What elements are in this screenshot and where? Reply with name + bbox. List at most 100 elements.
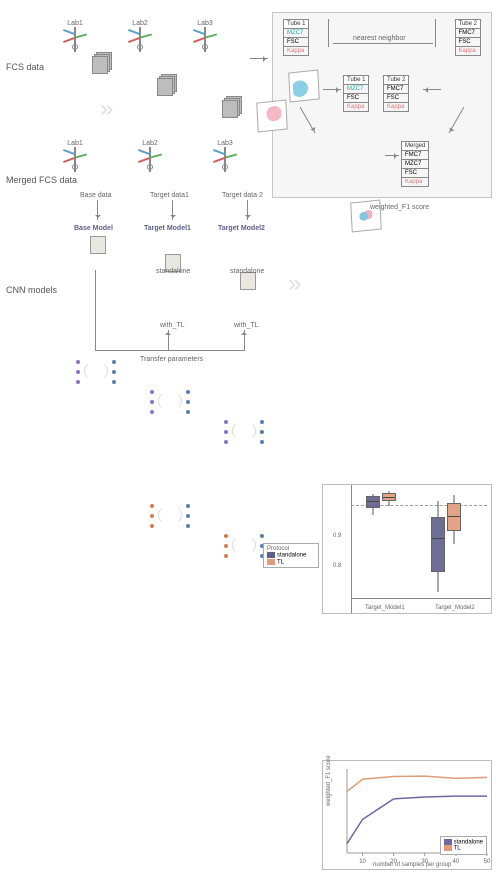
m1r0: MZC7 bbox=[344, 85, 368, 94]
cytometer-icon bbox=[190, 27, 220, 52]
svg-text:40: 40 bbox=[453, 859, 460, 865]
t2-label: Target Model2 bbox=[218, 225, 265, 232]
m2r0: FMC7 bbox=[384, 85, 408, 94]
cytometer-icon bbox=[60, 147, 90, 172]
lab1-label: Lab1 bbox=[60, 20, 90, 27]
mid-tube1-table: Tube 1 MZC7 FSC Kappa bbox=[343, 75, 369, 112]
tube2-r0: FMC7 bbox=[456, 29, 480, 38]
ytick-0.9: 0.9 bbox=[333, 533, 341, 539]
box-layer bbox=[351, 485, 487, 599]
standalone-label-2: standalone bbox=[230, 268, 264, 275]
lab2-label-2: Lab2 bbox=[135, 140, 165, 147]
line-legend: standalone TL bbox=[440, 836, 487, 855]
lab2-label: Lab2 bbox=[125, 20, 155, 27]
mid-tube2-table: Tube 2 FMC7 FSC Kappa bbox=[383, 75, 409, 112]
scatter-cube-pink bbox=[256, 100, 288, 133]
lab3-merged: Lab3 bbox=[210, 140, 240, 172]
bracket-icon bbox=[431, 19, 436, 47]
arrow-up-icon bbox=[168, 330, 169, 350]
arrow-right-icon bbox=[323, 89, 341, 90]
t1-label: Target Model1 bbox=[144, 225, 191, 232]
arrow-down-icon bbox=[172, 200, 173, 220]
boxplot-chart: 0.9 0.8 Target_Model1 Target_Model2 Prot… bbox=[322, 484, 492, 614]
chevron-right-icon: » bbox=[288, 270, 295, 298]
cytometer-icon bbox=[60, 27, 90, 52]
tube1-r1: FSC bbox=[284, 38, 308, 47]
m2t: Tube 2 bbox=[384, 76, 408, 85]
connector-line bbox=[95, 270, 96, 350]
line-xlabel: number of samples per group bbox=[373, 862, 451, 868]
svg-text:50: 50 bbox=[484, 859, 491, 865]
withtl-label-2: with_TL bbox=[234, 322, 259, 329]
lab1-merged: Lab1 bbox=[60, 140, 90, 172]
tube1-table: Tube 1 MZC7 FSC Kappa bbox=[283, 19, 309, 56]
boxplot-legend: Protocol standalone TL bbox=[263, 543, 319, 568]
arrow-right-icon bbox=[385, 155, 399, 156]
xcat-1: Target_Model2 bbox=[435, 605, 475, 611]
file-stack-icon bbox=[92, 52, 114, 74]
arrow-down-icon bbox=[97, 200, 98, 220]
mg-t: Merged bbox=[402, 142, 428, 151]
tube2-r1: FSC bbox=[456, 38, 480, 47]
file-stack-icon bbox=[222, 96, 244, 118]
nn-icon bbox=[224, 416, 264, 446]
arrow-up-icon bbox=[244, 330, 245, 350]
tube2-r2: Kappa bbox=[456, 47, 480, 55]
pointer-line bbox=[250, 58, 268, 59]
nn-icon bbox=[150, 386, 190, 416]
m1r2: Kappa bbox=[344, 103, 368, 111]
xcat-0: Target_Model1 bbox=[365, 605, 405, 611]
lab2-merged: Lab2 bbox=[135, 140, 165, 172]
nn-label: nearest neighbor bbox=[353, 35, 406, 42]
lab1-block: Lab1 bbox=[60, 20, 90, 52]
tube1-r2: Kappa bbox=[284, 47, 308, 55]
svg-text:10: 10 bbox=[359, 859, 366, 865]
nn-arrow bbox=[333, 43, 433, 44]
mg2: FSC bbox=[402, 169, 428, 178]
mg1: MZC7 bbox=[402, 160, 428, 169]
m1r1: FSC bbox=[344, 94, 368, 103]
file-icon bbox=[90, 236, 106, 254]
legend-item-standalone: standalone bbox=[277, 553, 306, 559]
nn-tl-icon bbox=[150, 500, 190, 530]
legend-tl-line: TL bbox=[444, 845, 483, 852]
lab3-block: Lab3 bbox=[190, 20, 220, 52]
legend-tl: TL bbox=[267, 559, 315, 566]
scatter-cube-blue bbox=[288, 70, 320, 103]
arrow-down-icon bbox=[247, 200, 248, 220]
boxplot-title: weighted_F1 score bbox=[370, 204, 429, 211]
cytometer-icon bbox=[135, 147, 165, 172]
line-chart: 1020304050 weighted_F1 score number of s… bbox=[322, 760, 492, 870]
tube1-title: Tube 1 bbox=[284, 20, 308, 29]
m1t: Tube 1 bbox=[344, 76, 368, 85]
lab1-label-2: Lab1 bbox=[60, 140, 90, 147]
nn-icon bbox=[76, 356, 116, 386]
cytometer-icon bbox=[210, 147, 240, 172]
row-label-cnn: CNN models bbox=[6, 285, 57, 295]
ytick-0.8: 0.8 bbox=[333, 563, 341, 569]
tube2-table: Tube 2 FMC7 FSC Kappa bbox=[455, 19, 481, 56]
arrow-left-icon bbox=[423, 89, 441, 90]
base-model-label: Base Model bbox=[74, 225, 113, 232]
lab2-block: Lab2 bbox=[125, 20, 155, 52]
chevron-down-icon: » bbox=[100, 95, 107, 123]
standalone-label-1: standalone bbox=[156, 268, 190, 275]
mg3: Kappa bbox=[402, 178, 428, 186]
nn-merge-inset: Tube 1 MZC7 FSC Kappa nearest neighbor T… bbox=[272, 12, 492, 198]
tube2-title: Tube 2 bbox=[456, 20, 480, 29]
lab3-label-2: Lab3 bbox=[210, 140, 240, 147]
line-ylabel: weighted_F1 score bbox=[326, 755, 332, 806]
base-data-label: Base data bbox=[80, 192, 112, 199]
row-label-merged: Merged FCS data bbox=[6, 175, 77, 185]
cytometer-icon bbox=[125, 27, 155, 52]
withtl-label-1: with_TL bbox=[160, 322, 185, 329]
ll1: TL bbox=[454, 846, 461, 852]
target1-label: Target data1 bbox=[150, 192, 189, 199]
row-label-fcs: FCS data bbox=[6, 62, 44, 72]
transfer-label: Transfer parameters bbox=[140, 356, 203, 363]
legend-item-tl: TL bbox=[277, 559, 284, 565]
merged-table: Merged FMC7 MZC7 FSC Kappa bbox=[401, 141, 429, 187]
m2r1: FSC bbox=[384, 94, 408, 103]
m2r2: Kappa bbox=[384, 103, 408, 111]
mg0: FMC7 bbox=[402, 151, 428, 160]
